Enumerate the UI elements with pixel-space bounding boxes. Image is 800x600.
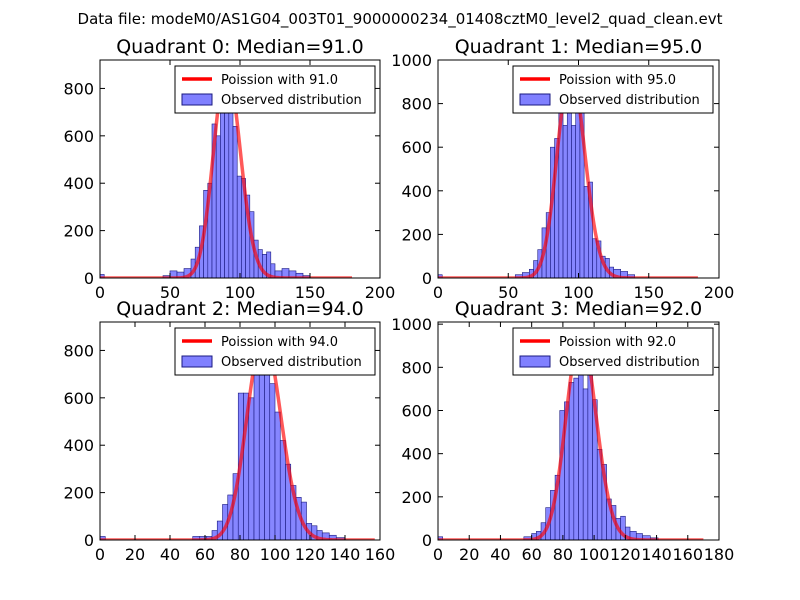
legend-hist-swatch [519, 355, 551, 368]
legend-fit-label: Poission with 95.0 [559, 73, 676, 88]
x-tick-label: 150 [633, 283, 664, 302]
x-tick-label: 80 [230, 545, 250, 564]
subplot-title: Quadrant 1: Median=95.0 [455, 36, 703, 58]
x-tick-label: 50 [498, 283, 518, 302]
y-tick-label: 0 [422, 531, 432, 550]
x-tick-label: 120 [295, 545, 326, 564]
x-tick-label: 0 [433, 283, 443, 302]
y-tick-label: 0 [84, 269, 94, 288]
histogram-bar [248, 397, 255, 540]
axes-frame [437, 321, 720, 541]
legend-hist-swatch [519, 93, 551, 106]
y-tick-label: 200 [401, 225, 432, 244]
x-tick-label: 200 [365, 283, 396, 302]
subplot-title: Quadrant 3: Median=92.0 [455, 298, 703, 320]
x-tick-label: 40 [490, 545, 510, 564]
subplot-title: Quadrant 2: Median=94.0 [116, 298, 364, 320]
legend: Poission with 94.0 Observed distribution [174, 327, 376, 376]
histogram-bar [568, 382, 575, 540]
y-tick-label: 600 [401, 138, 432, 157]
y-tick-label: 400 [401, 182, 432, 201]
y-tick-label: 400 [63, 436, 94, 455]
histogram-bar [279, 440, 286, 540]
legend-fit-label: Poission with 94.0 [221, 335, 338, 350]
x-tick-label: 100 [563, 283, 594, 302]
y-tick-label: 600 [63, 127, 94, 146]
x-tick-label: 120 [610, 545, 641, 564]
legend: Poission with 91.0 Observed distribution [174, 65, 376, 114]
legend: Poission with 95.0 Observed distribution [512, 65, 714, 114]
subplot-quadrant-3: 0 20 40 60 80 100 120 140 160 180 0 200 400 600 800 100… [391, 298, 734, 564]
x-tick-label: 160 [365, 545, 396, 564]
y-tick-label: 800 [401, 358, 432, 377]
histogram-bar [100, 536, 106, 540]
legend-hist-label: Observed distribution [221, 93, 362, 108]
legend-hist-label: Observed distribution [559, 93, 700, 108]
histogram-bar [583, 186, 589, 278]
figure-suptitle: Data file: modeM0/AS1G04_003T01_90000002… [78, 10, 723, 29]
y-tick-label: 600 [63, 389, 94, 408]
legend-fit-label: Poission with 91.0 [221, 73, 338, 88]
histogram-bar [269, 383, 276, 540]
x-tick-label: 100 [260, 545, 291, 564]
y-tick-label: 800 [63, 341, 94, 360]
x-tick-label: 100 [225, 283, 256, 302]
histogram-bar [582, 388, 589, 540]
x-tick-label: 20 [459, 545, 479, 564]
x-tick-label: 50 [160, 283, 180, 302]
histogram-bar [215, 135, 221, 278]
y-tick-label: 800 [401, 95, 432, 114]
x-tick-label: 20 [125, 545, 145, 564]
x-tick-label: 150 [295, 283, 326, 302]
histogram-bar [228, 111, 234, 278]
subplot-quadrant-0: 0 50 100 150 200 0 200 400 600 800 Quadrant 0: Med… [63, 36, 395, 302]
x-tick-label: 60 [521, 545, 541, 564]
x-tick-label: 160 [673, 545, 704, 564]
x-tick-label: 180 [704, 545, 735, 564]
legend-hist-label: Observed distribution [559, 355, 700, 370]
x-tick-label: 80 [553, 545, 573, 564]
y-tick-label: 200 [401, 488, 432, 507]
y-tick-label: 800 [63, 79, 94, 98]
poisson-fit-line [438, 333, 704, 540]
x-tick-label: 0 [95, 545, 105, 564]
legend-hist-label: Observed distribution [221, 355, 362, 370]
histogram-bar [274, 411, 281, 540]
histogram-bars [438, 72, 635, 278]
histogram-bar [224, 104, 230, 278]
subplot-quadrant-1: 0 50 100 150 200 0 200 400 600 800 1000 Quadrant 1:… [391, 36, 734, 302]
y-tick-label: 0 [422, 269, 432, 288]
x-tick-label: 100 [579, 545, 610, 564]
histogram-bar [232, 126, 238, 278]
x-tick-label: 200 [704, 283, 735, 302]
legend-fit-label: Poission with 92.0 [559, 335, 676, 350]
y-tick-label: 200 [63, 484, 94, 503]
legend: Poission with 92.0 Observed distribution [512, 327, 714, 376]
histogram-bar [573, 377, 579, 540]
histogram-bar [562, 125, 568, 278]
x-tick-label: 40 [160, 545, 180, 564]
y-tick-label: 0 [84, 531, 94, 550]
histogram-bar [571, 125, 576, 278]
y-tick-label: 400 [63, 174, 94, 193]
x-tick-label: 0 [433, 545, 443, 564]
y-tick-label: 1000 [391, 51, 432, 70]
y-tick-label: 600 [401, 401, 432, 420]
y-tick-label: 1000 [391, 315, 432, 334]
x-tick-label: 0 [95, 283, 105, 302]
x-tick-label: 60 [195, 545, 215, 564]
x-tick-label: 140 [641, 545, 672, 564]
subplot-title: Quadrant 0: Median=91.0 [116, 36, 364, 58]
histogram-bar [236, 175, 242, 278]
histogram-bar [588, 181, 593, 278]
x-tick-label: 140 [330, 545, 361, 564]
subplot-quadrant-2: 0 20 40 60 80 100 120 140 160 0 200 400 600 800 Quadra… [63, 298, 395, 564]
legend-hist-swatch [181, 355, 213, 368]
legend-hist-swatch [181, 93, 213, 106]
histogram-bar [253, 361, 260, 540]
y-tick-label: 200 [63, 222, 94, 241]
y-tick-label: 400 [401, 445, 432, 464]
